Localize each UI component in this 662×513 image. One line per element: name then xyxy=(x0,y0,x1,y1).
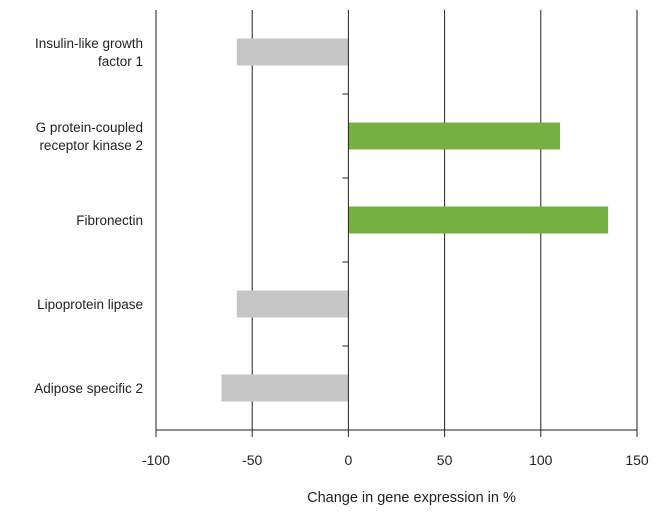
x-tick-label: 50 xyxy=(437,452,453,468)
x-tick-label: 0 xyxy=(345,452,353,468)
category-label: Lipoprotein lipase xyxy=(37,297,143,312)
x-tick-label: 100 xyxy=(529,452,553,468)
bar-4 xyxy=(221,374,349,402)
x-tick-label: 150 xyxy=(625,452,649,468)
bar-2 xyxy=(348,206,609,234)
category-label: Fibronectin xyxy=(76,213,143,228)
category-label: G protein-coupled receptor kinase 2 xyxy=(36,120,143,153)
bar-1 xyxy=(348,122,561,150)
x-tick-label: -50 xyxy=(242,452,262,468)
bars xyxy=(221,38,609,402)
bar-3 xyxy=(236,290,349,318)
category-label: Insulin-like growth factor 1 xyxy=(35,36,143,69)
x-axis-title: Change in gene expression in % xyxy=(307,490,516,506)
bar-0 xyxy=(236,38,349,66)
category-label: Adipose specific 2 xyxy=(34,381,143,396)
labels: -100 -50 0 50 100 150 Insulin-like growth facto… xyxy=(34,36,649,468)
axes xyxy=(155,10,638,437)
x-tick-label: -100 xyxy=(142,452,170,468)
